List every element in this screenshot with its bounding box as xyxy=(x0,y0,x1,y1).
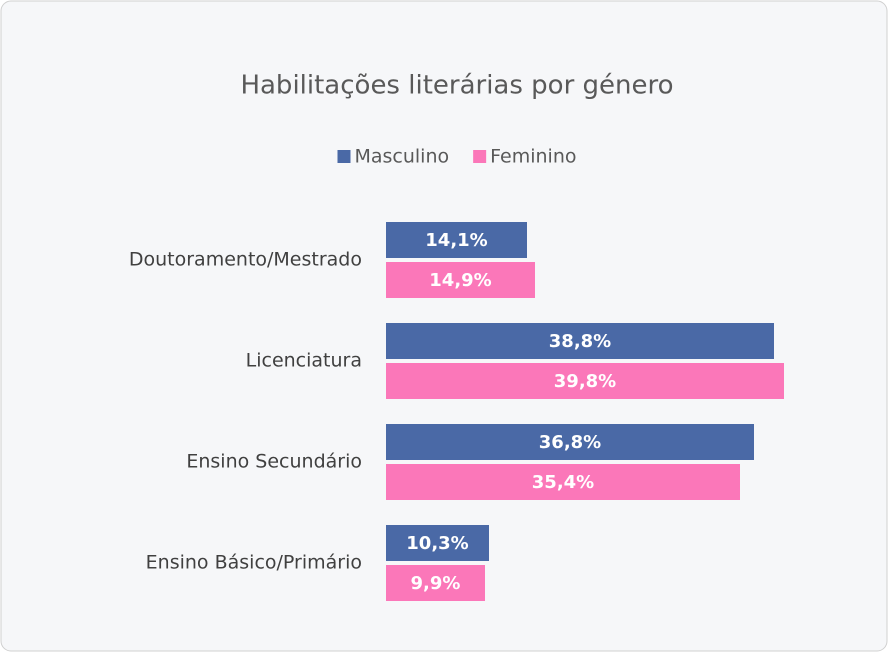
bar xyxy=(386,363,784,399)
legend-swatch xyxy=(473,150,487,163)
chart-title: Habilitações literárias por género xyxy=(240,71,673,101)
data-label: 10,3% xyxy=(406,533,468,554)
bar xyxy=(386,565,485,601)
y-tick-label: Doutoramento/Mestrado xyxy=(129,249,362,271)
y-tick-label: Ensino Secundário xyxy=(186,451,362,473)
data-label: 9,9% xyxy=(411,573,461,594)
data-label: 38,8% xyxy=(549,331,611,352)
bar xyxy=(386,424,754,460)
bar xyxy=(386,222,527,258)
data-label: 36,8% xyxy=(539,432,601,453)
bar xyxy=(386,262,535,298)
legend-swatch xyxy=(337,150,351,163)
data-label: 14,9% xyxy=(429,270,491,291)
y-tick-label: Licenciatura xyxy=(246,350,362,372)
bar xyxy=(386,464,740,500)
legend-label: Masculino xyxy=(354,146,449,168)
y-tick-label: Ensino Básico/Primário xyxy=(146,552,362,574)
data-label: 14,1% xyxy=(425,230,487,251)
data-label: 39,8% xyxy=(554,371,616,392)
data-label: 35,4% xyxy=(532,472,594,493)
bar xyxy=(386,323,774,359)
bar xyxy=(386,525,489,561)
legend-label: Feminino xyxy=(490,146,576,168)
